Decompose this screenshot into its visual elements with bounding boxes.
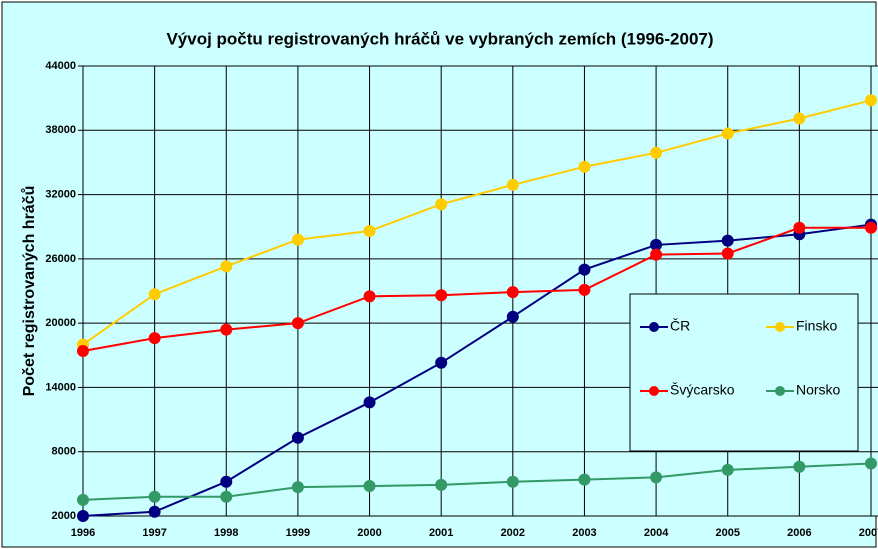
data-point [865, 457, 877, 470]
data-point [220, 490, 233, 503]
legend-label: ČR [670, 318, 690, 334]
data-point [721, 247, 734, 260]
x-tick-label: 2002 [501, 527, 525, 539]
legend-marker [775, 386, 785, 396]
legend-marker [649, 386, 659, 396]
data-point [363, 290, 376, 303]
data-point [506, 286, 519, 299]
data-point [291, 431, 304, 444]
data-point [148, 288, 161, 301]
data-point [291, 233, 304, 246]
data-point [435, 289, 448, 302]
data-point [793, 112, 806, 125]
legend-label: Finsko [796, 318, 837, 334]
data-point [220, 475, 233, 488]
y-tick-label: 26000 [45, 253, 76, 265]
series-line [82, 226, 871, 352]
chart-title: Vývoj počtu registrovaných hráčů ve vybr… [166, 29, 713, 48]
legend-marker [775, 322, 785, 332]
legend-box [629, 293, 859, 452]
y-tick-label: 14000 [45, 381, 76, 393]
x-tick-label: 2000 [357, 527, 381, 539]
y-tick-label: 32000 [45, 188, 76, 200]
data-point [650, 146, 663, 159]
x-tick-label: 2004 [644, 527, 669, 539]
y-tick-label: 2000 [52, 510, 76, 522]
series-line [82, 223, 872, 517]
data-point [578, 473, 591, 486]
series-line [82, 462, 872, 501]
data-point [721, 234, 734, 247]
x-tick-label: 1999 [286, 527, 310, 539]
x-tick-label: 2006 [787, 527, 811, 539]
data-point [220, 260, 233, 273]
data-point [77, 345, 89, 357]
data-point [291, 481, 304, 494]
data-point [793, 460, 806, 473]
data-point [650, 248, 663, 261]
x-tick-label: 1997 [142, 527, 166, 539]
data-point [865, 221, 877, 234]
data-point [578, 263, 591, 276]
data-point [363, 396, 376, 409]
data-point [578, 160, 591, 173]
data-point [793, 221, 806, 234]
x-tick-label: 2005 [715, 527, 739, 539]
y-tick-label: 8000 [52, 446, 76, 458]
data-point [721, 127, 734, 140]
data-point [578, 283, 591, 296]
data-point [77, 510, 89, 522]
y-tick-label: 38000 [45, 124, 76, 136]
y-tick-label: 20000 [45, 317, 76, 329]
data-point [721, 463, 734, 476]
data-point [363, 225, 376, 237]
data-point [148, 490, 161, 503]
data-point [148, 505, 161, 518]
legend-label: Norsko [796, 382, 841, 398]
y-axis-label: Počet registrovaných hráčů [21, 186, 38, 397]
data-point [506, 310, 519, 323]
data-point [291, 317, 304, 330]
data-point [650, 471, 663, 484]
x-tick-label: 2007 [859, 527, 878, 539]
x-tick-label: 2001 [429, 527, 453, 539]
data-point [435, 356, 448, 369]
data-point [363, 480, 376, 492]
data-point [865, 94, 877, 107]
data-point [650, 238, 663, 251]
data-point [506, 475, 519, 488]
x-tick-label: 2003 [572, 527, 596, 539]
data-point [148, 332, 161, 345]
data-point [506, 178, 519, 191]
x-tick-label: 1996 [71, 527, 95, 539]
series-line [82, 99, 872, 346]
data-point [435, 198, 448, 211]
data-point [220, 323, 233, 336]
data-point [435, 478, 448, 491]
x-tick-label: 1998 [214, 527, 238, 539]
legend-label: Švýcarsko [670, 382, 735, 398]
data-point [77, 493, 89, 506]
legend-marker [649, 322, 659, 332]
y-tick-label: 44000 [45, 60, 76, 72]
